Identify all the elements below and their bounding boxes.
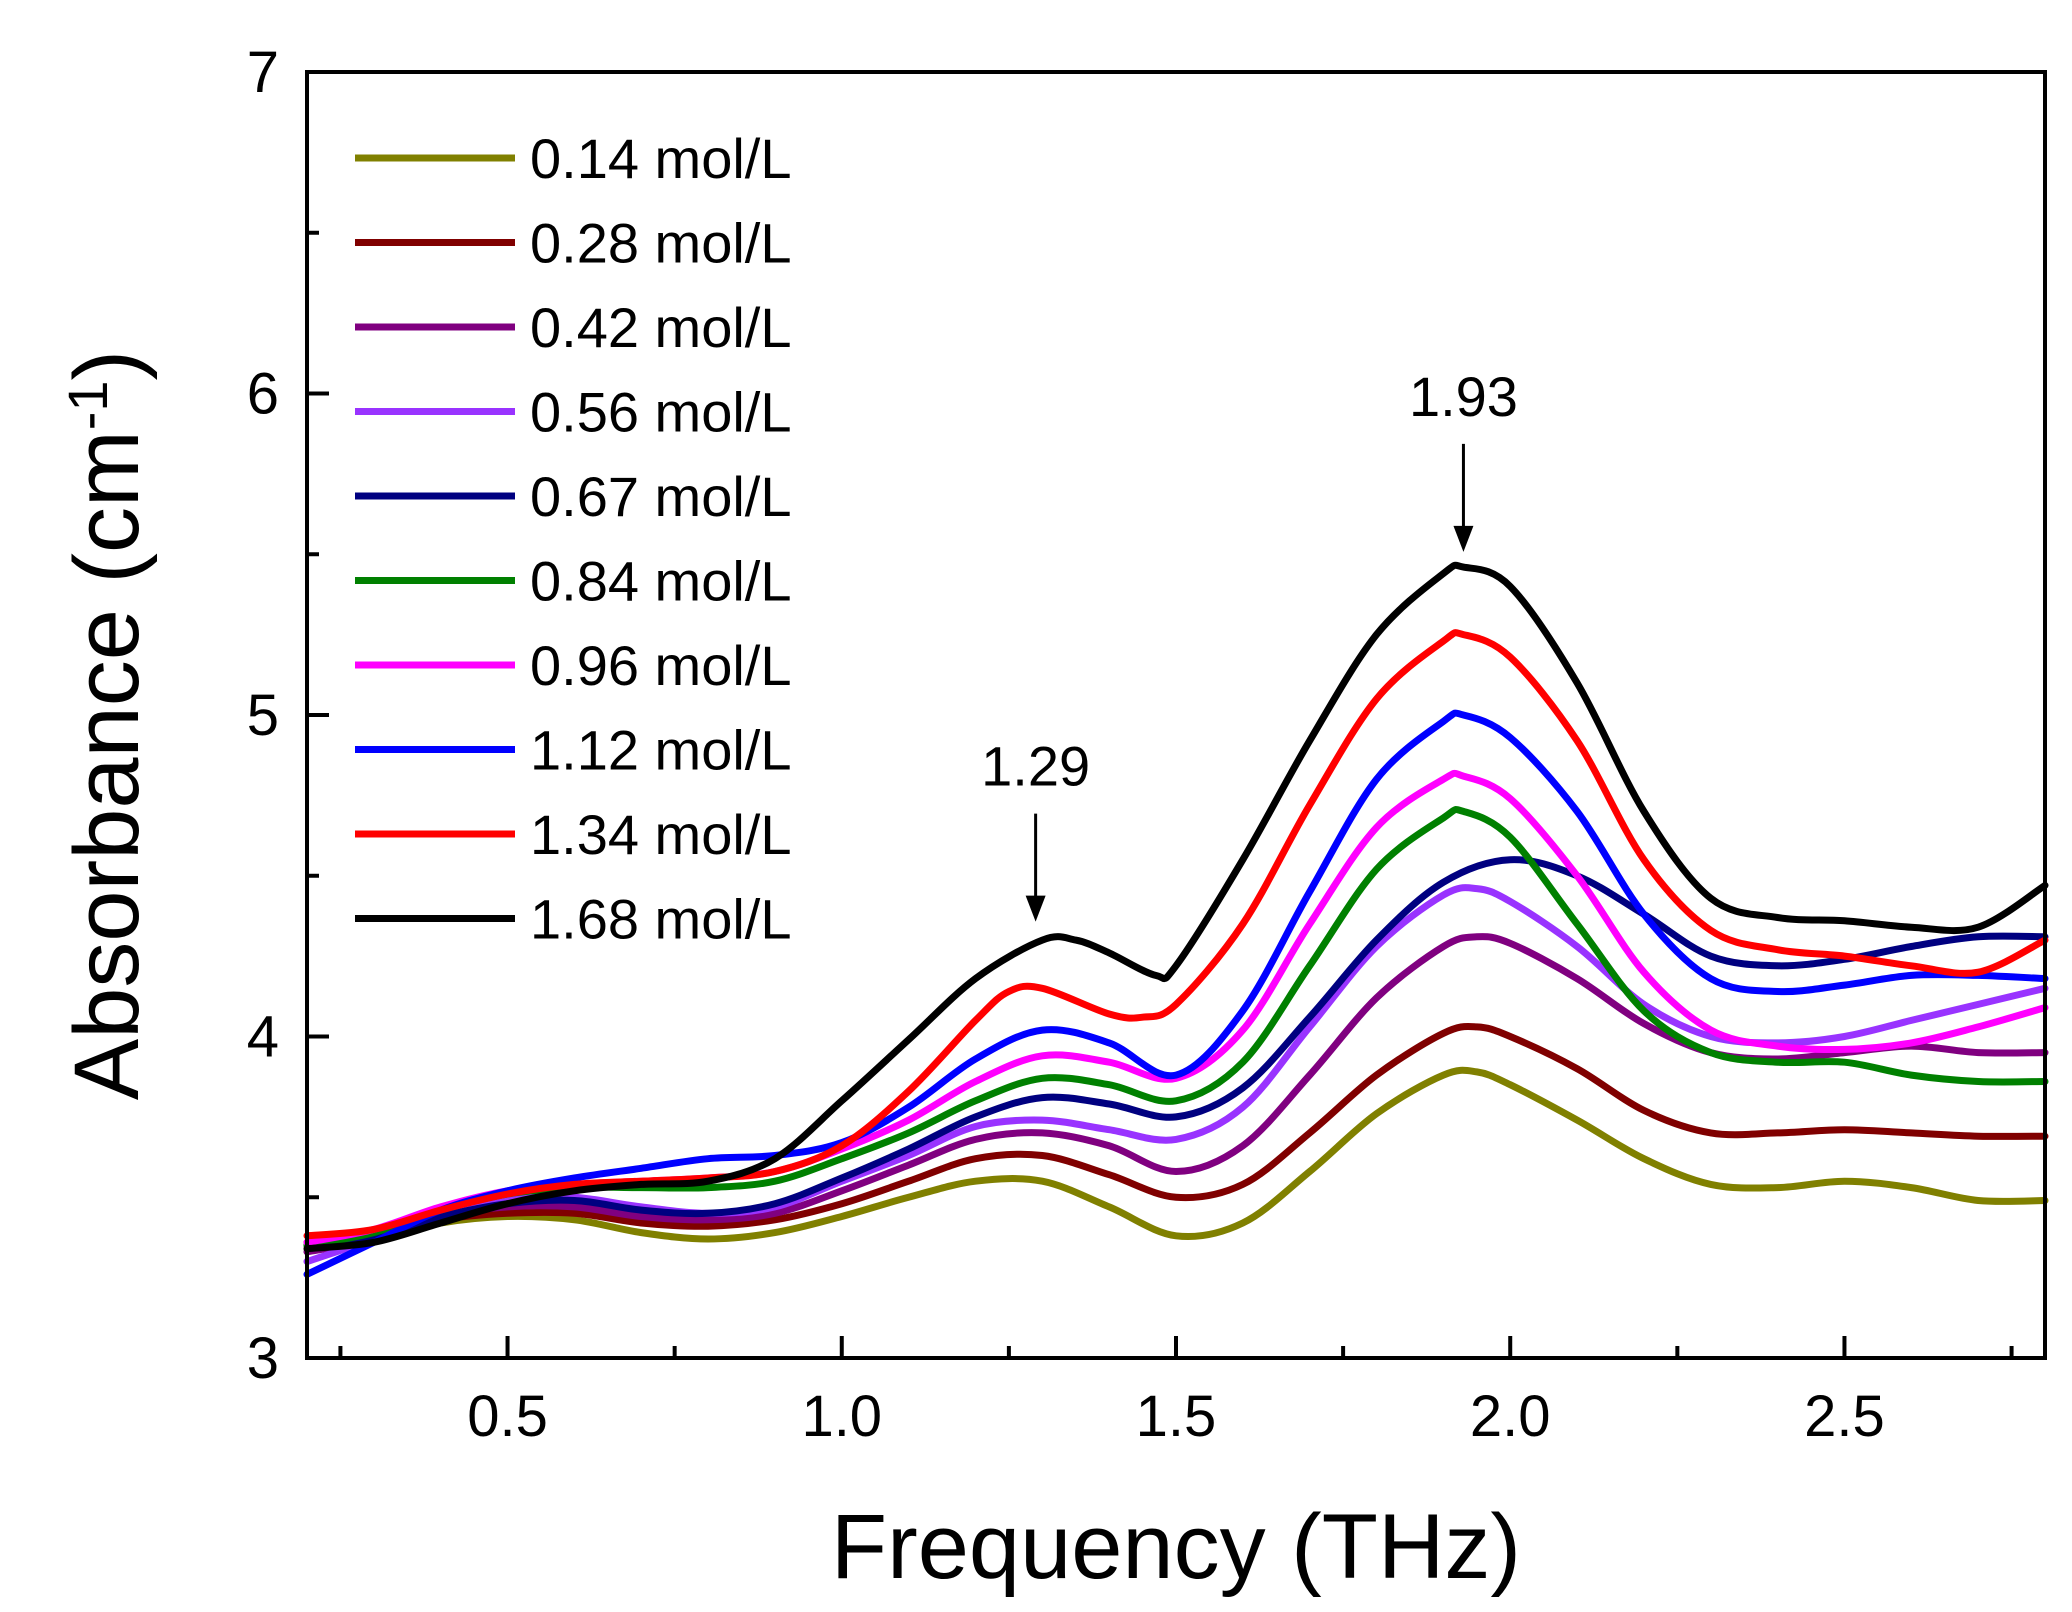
legend: 0.14 mol/L 0.28 mol/L 0.42 mol/L 0.56 mol/L…	[355, 127, 792, 951]
y-axis-title-superscript: -1	[56, 381, 119, 431]
legend-label: 0.56 mol/L	[530, 381, 792, 444]
series-line-0-28-mol-l	[303, 1023, 2049, 1246]
series-layer	[303, 561, 2049, 1278]
legend-label: 1.12 mol/L	[530, 719, 792, 782]
x-tick-label: 0.5	[467, 1384, 548, 1449]
y-axis-title: Absorbance (cm-1)	[56, 350, 159, 1100]
legend-label: 0.42 mol/L	[530, 296, 792, 359]
x-tick-label: 1.5	[1136, 1384, 1217, 1449]
series-line-0-14-mol-l	[303, 1066, 2049, 1253]
y-axis-title-main: Absorbance (cm	[56, 430, 158, 1100]
legend-label: 0.67 mol/L	[530, 465, 792, 528]
annotation-arrow-head	[1453, 525, 1474, 552]
y-tick-label: 5	[247, 683, 279, 748]
legend-label: 0.14 mol/L	[530, 127, 792, 190]
legend-label: 1.68 mol/L	[530, 888, 792, 951]
series-line-1-68-mol-l	[303, 561, 2049, 1253]
annotations: 1.29 1.93	[981, 365, 1518, 922]
legend-label: 0.84 mol/L	[530, 550, 792, 613]
legend-label: 0.28 mol/L	[530, 212, 792, 275]
series-line-0-42-mol-l	[303, 933, 2049, 1256]
series-line-0-67-mol-l	[303, 856, 2049, 1249]
series-line-1-12-mol-l	[303, 709, 2049, 1278]
x-axis-title: Frequency (THz)	[831, 1496, 1521, 1598]
legend-label: 0.96 mol/L	[530, 634, 792, 697]
annotation-label: 1.29	[981, 735, 1090, 798]
x-tick-label: 1.0	[801, 1384, 882, 1449]
x-tick-label: 2.5	[1804, 1384, 1885, 1449]
y-tick-label: 7	[247, 40, 279, 105]
annotation-label: 1.93	[1409, 365, 1518, 428]
y-tick-label: 4	[247, 1005, 279, 1070]
ticks-layer: 0.5 1.0 1.5 2.0 2.5 3 4 5 6 7	[247, 40, 2014, 1449]
annotation-arrow-head	[1025, 895, 1046, 922]
legend-label: 1.34 mol/L	[530, 803, 792, 866]
y-axis-title-close: )	[56, 350, 158, 381]
y-tick-label: 6	[247, 362, 279, 427]
x-tick-label: 2.0	[1470, 1384, 1551, 1449]
y-tick-label: 3	[247, 1326, 279, 1391]
